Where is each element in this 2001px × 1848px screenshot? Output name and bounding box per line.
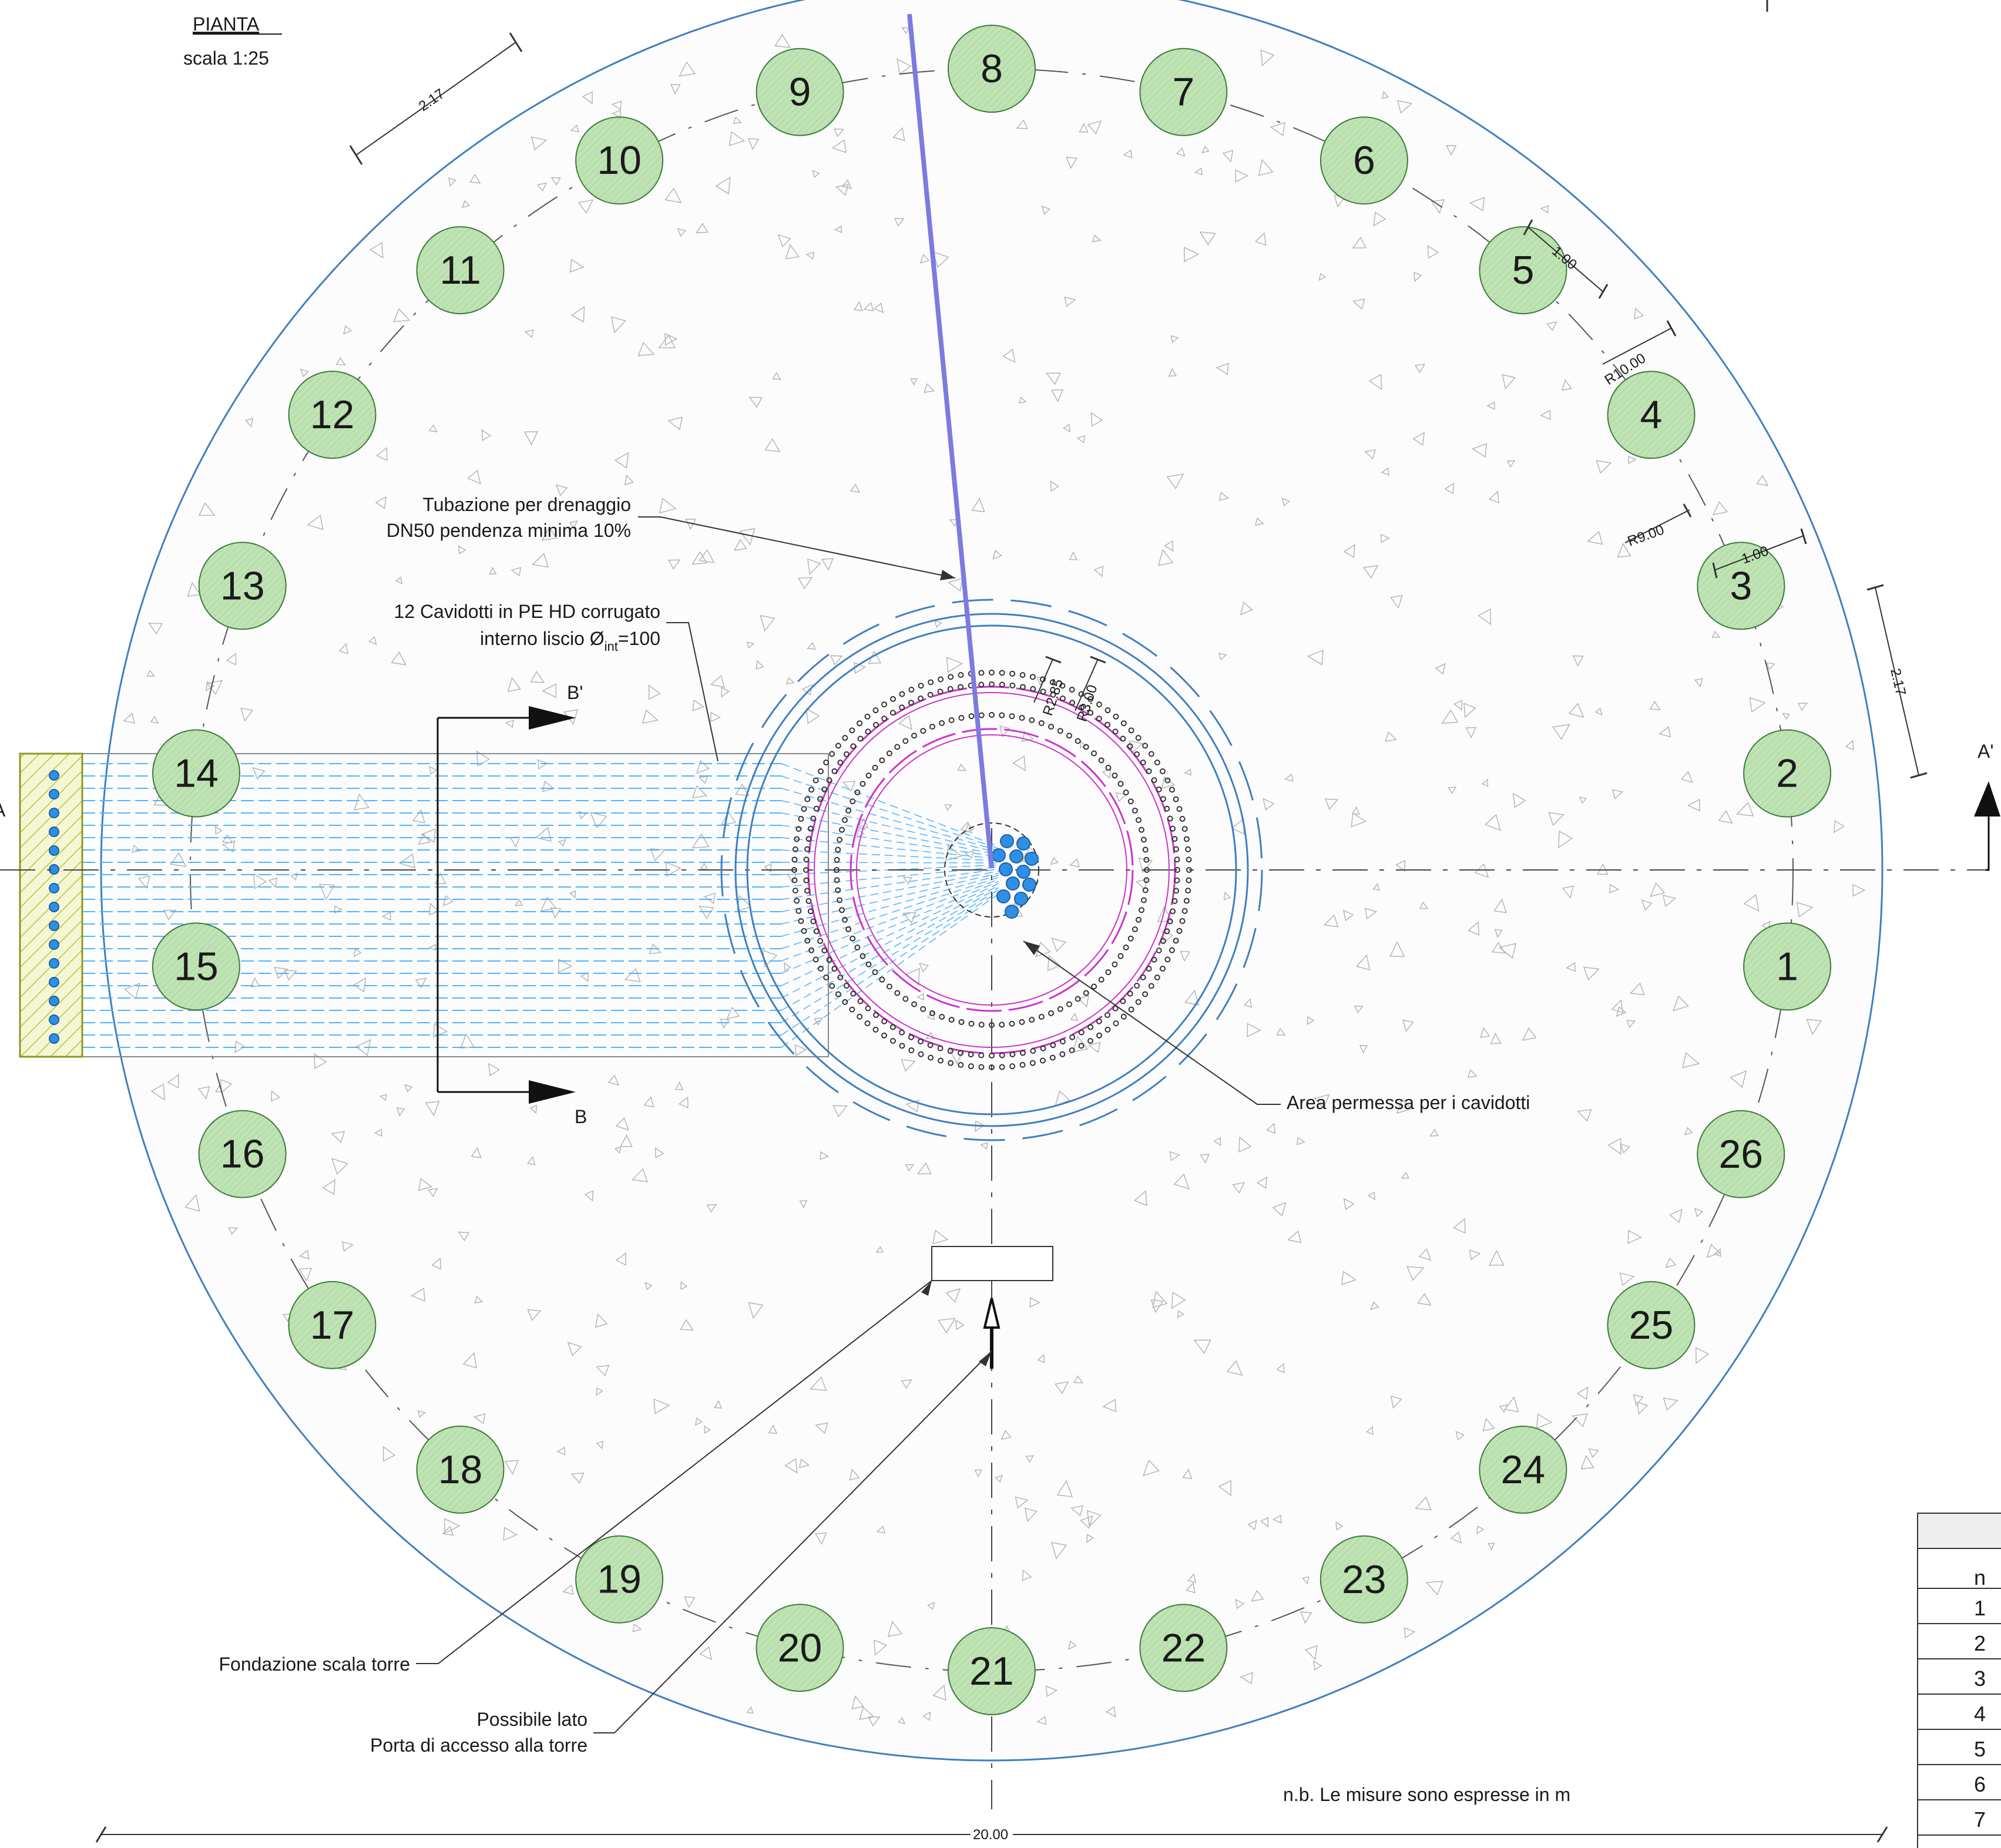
pile-12: 12 bbox=[288, 371, 377, 459]
pile-9: 9 bbox=[756, 48, 844, 136]
svg-text:20.00: 20.00 bbox=[973, 1827, 1008, 1843]
door-arrow bbox=[983, 1298, 1000, 1369]
units-note: n.b. Le misure sono espresse in m bbox=[1283, 1784, 1570, 1805]
table-header: n bbox=[1974, 1565, 1986, 1590]
pile-number: 3 bbox=[1730, 563, 1752, 608]
pile-10: 10 bbox=[575, 116, 664, 205]
plan-scale: scala 1:25 bbox=[183, 48, 269, 69]
pile-number: 5 bbox=[1512, 248, 1535, 293]
pile-25: 25 bbox=[1607, 1281, 1696, 1369]
section-a-marker: A' A bbox=[0, 741, 2000, 871]
pile-26: 26 bbox=[1697, 1110, 1785, 1198]
pile-number: 13 bbox=[220, 563, 265, 608]
pile-number: 24 bbox=[1501, 1447, 1546, 1492]
plan-title: PIANTA bbox=[193, 14, 260, 35]
section-b-label: B bbox=[575, 1106, 587, 1127]
pile-number: 8 bbox=[981, 46, 1003, 91]
cable-area-annotation: Area permessa per i cavidotti bbox=[1023, 940, 1530, 1113]
pile-number: 26 bbox=[1718, 1132, 1763, 1177]
svg-text:Porta di accesso alla torre: Porta di accesso alla torre bbox=[370, 1735, 587, 1756]
pile-21: 21 bbox=[947, 1627, 1036, 1715]
pile-number: 6 bbox=[1353, 138, 1375, 183]
cable-area bbox=[944, 822, 1039, 919]
stair-annotation: Fondazione scala torre bbox=[219, 1280, 932, 1675]
pile-24: 24 bbox=[1479, 1426, 1567, 1514]
svg-text:interno liscio Øint=100: interno liscio Øint=100 bbox=[480, 628, 660, 654]
pile-number: 23 bbox=[1342, 1557, 1386, 1602]
pile-23: 23 bbox=[1320, 1535, 1408, 1624]
dimension-217-right: 2.17 bbox=[1866, 584, 1928, 779]
pile-number: 2 bbox=[1776, 751, 1798, 796]
pile-number: 12 bbox=[310, 392, 355, 437]
pile-number: 19 bbox=[597, 1557, 642, 1602]
section-a-prime-label: A' bbox=[1978, 741, 1993, 762]
stair-foundation-rect bbox=[931, 1246, 1053, 1281]
pile-3: 3 bbox=[1697, 542, 1785, 630]
pile-number: 1 bbox=[1776, 944, 1798, 989]
drain-pipe bbox=[907, 14, 994, 869]
section-a-label: A bbox=[0, 799, 6, 821]
door-annotation: Possibile lato Porta di accesso alla tor… bbox=[370, 1350, 992, 1756]
table-row: 7 bbox=[1974, 1807, 1986, 1832]
pile-number: 7 bbox=[1172, 70, 1194, 115]
pile-number: 9 bbox=[789, 70, 811, 115]
pile-number: 17 bbox=[310, 1303, 355, 1348]
pile-7: 7 bbox=[1139, 48, 1228, 136]
pile-number: 21 bbox=[969, 1649, 1014, 1694]
table-row: 3 bbox=[1974, 1666, 1986, 1691]
pile-8: 8 bbox=[948, 25, 1036, 113]
svg-text:Tubazione per drenaggio: Tubazione per drenaggio bbox=[422, 494, 631, 515]
pile-number: 10 bbox=[597, 138, 642, 183]
pile-number: 25 bbox=[1629, 1303, 1674, 1348]
table-row: 6 bbox=[1974, 1772, 1986, 1796]
pile-19: 19 bbox=[575, 1535, 664, 1624]
pile-5: 5 bbox=[1479, 226, 1567, 314]
dimension-2000: 20.00 bbox=[95, 1825, 1888, 1843]
svg-text:2.17: 2.17 bbox=[416, 86, 448, 115]
pile-18: 18 bbox=[416, 1425, 505, 1514]
conduit-end-circles bbox=[49, 770, 59, 1044]
section-b-marker: B' B bbox=[437, 682, 587, 1127]
pile-15: 15 bbox=[152, 922, 240, 1011]
pile-number: 22 bbox=[1161, 1625, 1206, 1670]
pile-number: 20 bbox=[778, 1625, 822, 1670]
pile-number: 4 bbox=[1640, 392, 1663, 437]
svg-text:12 Cavidotti in PE HD corrugat: 12 Cavidotti in PE HD corrugato bbox=[394, 601, 660, 622]
section-b-prime-label: B' bbox=[567, 682, 583, 703]
table-row: 1 bbox=[1974, 1596, 1986, 1620]
pile-group: 1234567891011121314151617181920212223242… bbox=[152, 25, 1832, 1715]
pile-4: 4 bbox=[1607, 371, 1696, 459]
tower-rings bbox=[720, 599, 1263, 1141]
pile-number: 18 bbox=[438, 1447, 483, 1492]
pile-2: 2 bbox=[1743, 729, 1832, 818]
pile-16: 16 bbox=[198, 1110, 287, 1198]
pile-number: 16 bbox=[220, 1132, 265, 1177]
drain-annotation: Tubazione per drenaggio DN50 pendenza mi… bbox=[387, 494, 956, 580]
pile-14: 14 bbox=[152, 729, 240, 818]
pile-table: n 1 2 3 4 5 6 7 bbox=[1917, 1513, 2001, 1848]
table-row: 5 bbox=[1974, 1737, 1986, 1761]
pile-number: 15 bbox=[174, 944, 219, 989]
pile-1: 1 bbox=[1743, 922, 1832, 1011]
svg-text:DN50 pendenza minima 10%: DN50 pendenza minima 10% bbox=[387, 520, 631, 541]
svg-text:2.17: 2.17 bbox=[1887, 667, 1909, 697]
svg-text:Possibile lato: Possibile lato bbox=[476, 1709, 587, 1730]
pile-11: 11 bbox=[416, 226, 505, 314]
svg-text:Fondazione scala torre: Fondazione scala torre bbox=[219, 1654, 410, 1675]
pile-13: 13 bbox=[198, 542, 287, 630]
pile-22: 22 bbox=[1139, 1604, 1228, 1692]
foundation-outline bbox=[100, 0, 1884, 1762]
pile-number: 11 bbox=[439, 248, 481, 293]
pile-20: 20 bbox=[756, 1604, 844, 1692]
conduit-annotation: 12 Cavidotti in PE HD corrugato interno … bbox=[394, 601, 719, 762]
table-row: 4 bbox=[1974, 1702, 1986, 1726]
pile-17: 17 bbox=[288, 1281, 377, 1369]
pile-6: 6 bbox=[1320, 116, 1408, 205]
pile-number: 14 bbox=[174, 751, 219, 796]
table-row: 2 bbox=[1974, 1631, 1986, 1655]
svg-text:Area permessa per i cavidotti: Area permessa per i cavidotti bbox=[1287, 1092, 1530, 1113]
